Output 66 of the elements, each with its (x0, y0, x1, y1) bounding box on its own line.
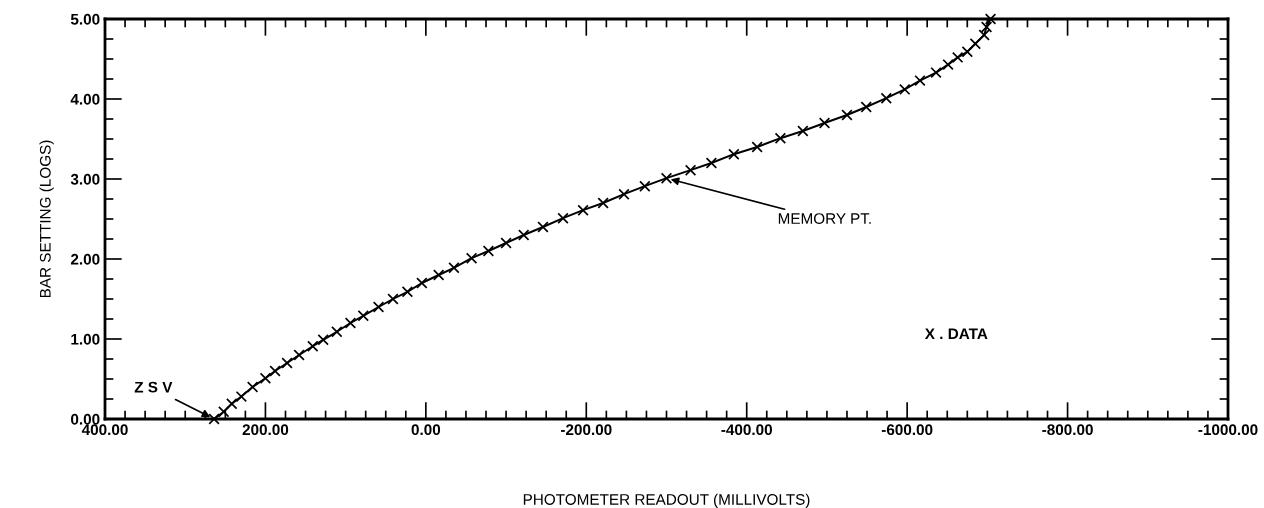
y-tick-label: 0.00 (71, 413, 100, 425)
point (416, 277, 428, 289)
point (774, 132, 787, 144)
x-axis-title: PHOTOMETER READOUT (MILLIVOLTS) (523, 493, 810, 508)
point (751, 141, 763, 153)
point (818, 117, 831, 129)
point (942, 58, 954, 71)
x-tick-label: 0.00 (411, 424, 441, 436)
point (387, 293, 399, 305)
point (482, 245, 495, 257)
point (860, 101, 872, 113)
point (307, 340, 319, 352)
annotation: X . DATA (924, 328, 988, 339)
point (899, 83, 911, 96)
x-tick-label: -800.00 (1042, 424, 1093, 436)
point (880, 92, 892, 104)
point (432, 269, 445, 281)
x-tick-label: -600.00 (881, 424, 933, 436)
x-tick-label: 200.00 (242, 424, 289, 436)
annotation: Z S V (134, 381, 173, 393)
point (465, 252, 478, 264)
point (246, 381, 259, 393)
point (500, 237, 512, 249)
y-tick-label: 5.00 (70, 13, 100, 25)
point (317, 334, 329, 346)
point (401, 286, 414, 298)
point (705, 157, 718, 169)
point (259, 372, 272, 384)
x-tick-label: -400.00 (721, 424, 772, 436)
x-tick-label: -1000.00 (1198, 424, 1258, 436)
y-tick-label: 3.00 (70, 173, 100, 185)
point (269, 365, 281, 377)
point (841, 109, 853, 121)
point (618, 188, 630, 200)
point (293, 349, 305, 361)
point (577, 204, 589, 216)
point (208, 413, 220, 425)
point (372, 301, 385, 313)
y-tick-label: 4.00 (70, 93, 100, 105)
point (331, 326, 343, 338)
point (914, 74, 926, 87)
point (984, 13, 997, 25)
point (728, 148, 740, 160)
point (344, 317, 357, 329)
point (357, 310, 369, 322)
y-tick-label: 1.00 (71, 333, 100, 345)
point (639, 180, 651, 192)
point (969, 38, 982, 50)
y-tick-label: 2.00 (70, 253, 100, 265)
point (537, 221, 549, 233)
point (961, 46, 974, 58)
point (951, 51, 964, 64)
x-tick-label: 400.00 (81, 424, 128, 436)
point (597, 197, 609, 209)
point (557, 212, 569, 224)
point (235, 390, 248, 403)
point (518, 229, 530, 241)
point (978, 29, 990, 41)
y-axis-title: BAR SETTING (LOGS) (39, 140, 54, 298)
point (684, 164, 697, 176)
point (281, 357, 293, 369)
annotation: MEMORY PT. (778, 213, 871, 224)
point (930, 66, 942, 79)
point (797, 125, 809, 137)
point (448, 262, 460, 274)
x-tick-label: -200.00 (560, 424, 612, 436)
